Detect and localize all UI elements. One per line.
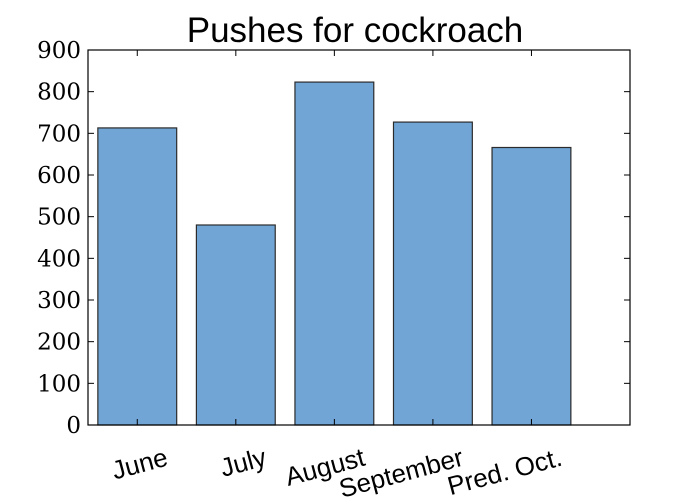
y-tick-label-600: 600 — [37, 163, 81, 189]
bar-june — [97, 127, 178, 426]
plot-area-frame — [87, 49, 631, 426]
bar-september — [392, 121, 473, 426]
chart-title: Pushes for cockroach — [187, 11, 524, 50]
y-tick-label-800: 800 — [37, 80, 81, 106]
bar-august — [294, 81, 375, 426]
y-tick-label-900: 900 — [37, 38, 81, 64]
y-tick-label-300: 300 — [37, 288, 81, 314]
y-tick-label-200: 200 — [37, 330, 81, 356]
bars — [97, 81, 572, 426]
x-tick-label-july: July — [217, 442, 269, 483]
bar-pred-oct — [491, 146, 572, 426]
bar-july — [195, 224, 276, 426]
y-tick-label-700: 700 — [37, 121, 81, 147]
axis-ticks — [88, 49, 630, 426]
x-tick-label-june: June — [109, 442, 171, 486]
y-tick-label-500: 500 — [37, 205, 81, 231]
x-tick-label-pred-oct: Pred. Oct. — [444, 442, 565, 500]
y-tick-label-400: 400 — [37, 246, 81, 272]
y-tick-label-0: 0 — [66, 413, 81, 439]
y-axis-tick-labels: 0 100 200 300 400 500 600 700 800 900 — [37, 38, 81, 439]
y-tick-label-100: 100 — [37, 371, 81, 397]
